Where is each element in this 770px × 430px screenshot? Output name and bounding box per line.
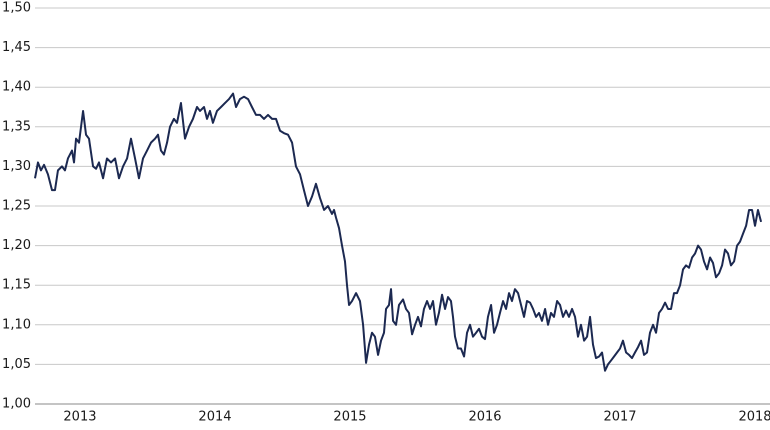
x-tick-label: 2016 [468, 410, 501, 425]
y-tick-label: 1,15 [2, 278, 31, 293]
y-tick-label: 1,10 [2, 317, 31, 332]
y-tick-label: 1,45 [2, 40, 31, 55]
y-tick-label: 1,20 [2, 238, 31, 253]
y-tick-label: 1,50 [2, 1, 31, 16]
y-tick-label: 1,00 [2, 397, 31, 412]
data-line [34, 92, 763, 372]
x-tick-label: 2015 [333, 410, 366, 425]
y-tick-label: 1,40 [2, 80, 31, 95]
y-tick-label: 1,30 [2, 159, 31, 174]
x-tick-label: 2018 [738, 410, 770, 425]
y-tick-label: 1,05 [2, 357, 31, 372]
x-tick-label: 2017 [603, 410, 636, 425]
x-tick-label: 2013 [63, 410, 96, 425]
y-tick-label: 1,35 [2, 119, 31, 134]
y-tick-label: 1,25 [2, 199, 31, 214]
x-tick-label: 2014 [198, 410, 231, 425]
